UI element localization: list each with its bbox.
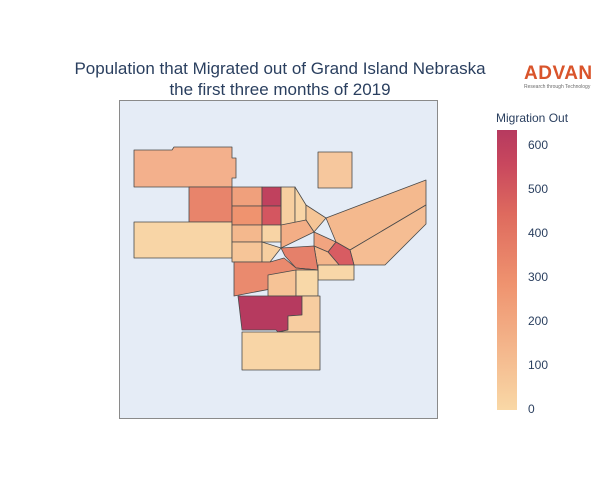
tick-400: 400 — [528, 226, 549, 240]
region-seam-1 — [295, 267, 319, 271]
region-c9 — [261, 224, 282, 243]
colorbar — [497, 130, 517, 410]
region-c2 — [261, 186, 282, 207]
region-c4 — [261, 205, 282, 226]
region-c5 — [280, 186, 296, 226]
tick-100: 100 — [528, 358, 549, 372]
region-c1 — [231, 186, 263, 207]
region-c6 — [294, 186, 307, 226]
advan-logo: ADVAN Research through Technology — [524, 64, 596, 90]
title-line-2: the first three months of 2019 — [169, 80, 391, 99]
region-nw — [133, 146, 237, 188]
tick-600: 600 — [528, 138, 549, 152]
region-north — [317, 151, 353, 189]
region-c8 — [231, 224, 263, 243]
region-w-med — [188, 186, 233, 223]
tick-500: 500 — [528, 182, 549, 196]
region-c18 — [317, 264, 355, 281]
region-far-w — [133, 221, 233, 259]
region-c20 — [295, 269, 319, 297]
region-c10 — [280, 219, 315, 249]
title-line-1: Population that Migrated out of Grand Is… — [74, 59, 486, 78]
region-c15 — [261, 241, 282, 263]
tick-300: 300 — [528, 270, 549, 284]
logo-tagline: Research through Technology — [524, 84, 591, 90]
legend-title: Migration Out — [496, 111, 569, 125]
region-c19 — [267, 269, 297, 297]
region-c14 — [231, 241, 263, 263]
region-south — [241, 331, 321, 371]
tick-0: 0 — [528, 402, 535, 416]
region-c3 — [231, 205, 263, 226]
logo-wordmark: ADVAN — [524, 63, 593, 84]
tick-200: 200 — [528, 314, 549, 328]
chart-title: Population that Migrated out of Grand Is… — [20, 58, 540, 100]
region-s-adj — [277, 295, 321, 333]
